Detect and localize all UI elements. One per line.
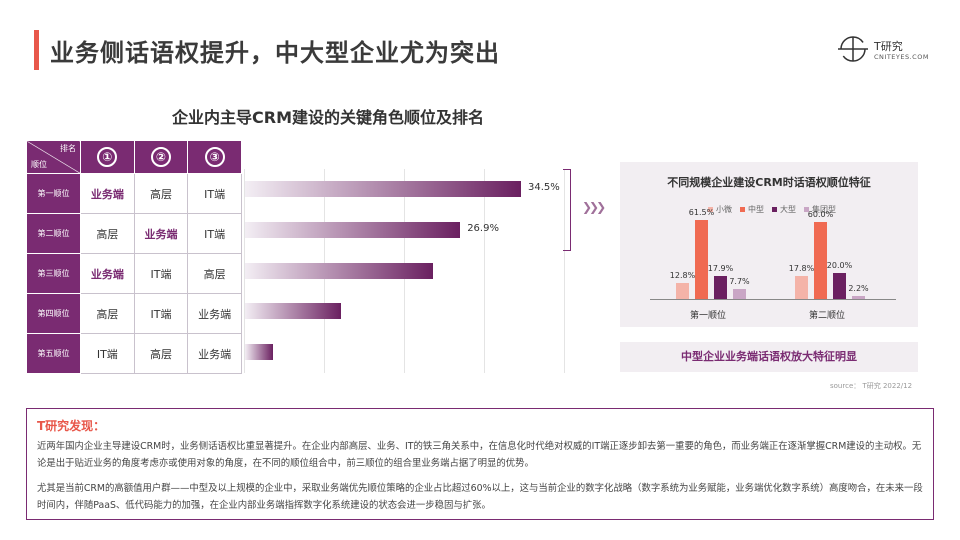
bar xyxy=(245,221,461,238)
table-cell: 高层 xyxy=(133,173,189,214)
findings-title: T研究发现： xyxy=(37,419,106,433)
panel-caption: 中型企业业务端话语权放大特征明显 xyxy=(620,342,918,372)
table-row: 第二顺位 高层 业务端 IT端 xyxy=(26,213,242,254)
category-label: 第一顺位 xyxy=(690,311,727,321)
findings-box: T研究发现： 近两年国内企业主导建设CRM时，业务侧话语权比重显著提升。在企业内… xyxy=(26,408,934,520)
row-label: 第一顺位 xyxy=(26,173,81,214)
rank-table: 排名 顺位 ① ② ③ 第一顺位 业务端 高层 IT端 第二顺位 高层 业务端 … xyxy=(26,140,242,374)
table-row: 第三顺位 业务端 IT端 高层 xyxy=(26,253,242,294)
row-label: 第二顺位 xyxy=(26,213,81,254)
column-value-label: 17.9% xyxy=(707,263,734,273)
legend-item: 集团型 xyxy=(804,205,836,214)
table-cell: 高层 xyxy=(187,253,242,294)
table-cell: 高层 xyxy=(133,333,189,374)
legend-swatch xyxy=(772,207,777,212)
column-bar xyxy=(852,296,865,299)
table-row: 第一顺位 业务端 高层 IT端 xyxy=(26,173,242,214)
corner-rank-label: 排名 xyxy=(60,144,76,153)
column-value-label: 12.8% xyxy=(669,270,696,280)
row-label: 第五顺位 xyxy=(26,333,81,374)
legend-label: 集团型 xyxy=(812,205,836,214)
gridline xyxy=(244,169,245,373)
column-value-label: 7.7% xyxy=(729,277,750,287)
panel-title: 不同规模企业建设CRM时话语权顺位特征 xyxy=(667,176,871,189)
column-bar xyxy=(814,221,827,299)
table-row: 第四顺位 高层 IT端 业务端 xyxy=(26,293,242,334)
gridline xyxy=(564,169,565,373)
table-cell: 业务端 xyxy=(133,213,189,254)
table-cell: 业务端 xyxy=(187,293,242,334)
column-value-label: 20.0% xyxy=(826,261,853,271)
legend-swatch xyxy=(708,207,713,212)
table-cell: IT端 xyxy=(133,293,189,334)
bar xyxy=(245,181,521,197)
logo-name: T研究 xyxy=(874,40,903,53)
table-cell: 业务端 xyxy=(80,253,135,294)
legend-swatch xyxy=(740,207,745,212)
column-bar xyxy=(795,276,808,299)
findings-paragraph-1: 近两年国内企业主导建设CRM时，业务侧话语权比重显著提升。在企业内部高层、业务、… xyxy=(37,441,922,469)
table-cell: 业务端 xyxy=(187,333,242,374)
legend-item: 小微 xyxy=(708,205,732,214)
column-value-label: 17.8% xyxy=(788,264,815,274)
title-accent-bar xyxy=(34,30,39,70)
arrow-right-icon: ❯❯❯ xyxy=(582,200,606,214)
table-cell: IT端 xyxy=(187,173,242,214)
table-cell: 业务端 xyxy=(80,173,135,214)
page-title: 业务侧话语权提升，中大型企业尤为突出 xyxy=(50,39,500,67)
column-value-label: 61.5% xyxy=(688,207,715,217)
bracket xyxy=(563,169,571,251)
x-axis xyxy=(650,299,896,300)
bar-value-label: 34.5% xyxy=(528,182,560,193)
rank-header-2: ② xyxy=(133,140,189,174)
legend-label: 小微 xyxy=(716,205,732,214)
table-row: 第五顺位 IT端 高层 业务端 xyxy=(26,333,242,374)
column-bar xyxy=(733,289,746,299)
bar-value-label: 26.9% xyxy=(467,222,499,234)
bar xyxy=(245,303,341,320)
bar xyxy=(245,344,273,361)
source-note: source： T研究 2022/12 xyxy=(830,382,913,390)
row-label: 第三顺位 xyxy=(26,253,81,294)
table-cell: IT端 xyxy=(133,253,189,294)
column-bar xyxy=(695,219,708,299)
column-bar xyxy=(714,275,727,299)
legend-item: 大型 xyxy=(772,205,796,214)
table-corner: 排名 顺位 xyxy=(26,140,81,174)
column-bar xyxy=(833,273,846,299)
column-bar xyxy=(676,282,689,299)
findings-paragraph-2: 尤其是当前CRM的高额值用户群——中型及以上规模的企业中，采取业务端优先顺位策略… xyxy=(37,483,923,511)
logo-mark-icon xyxy=(838,36,868,62)
chart-title: 企业内主导CRM建设的关键角色顺位及排名 xyxy=(172,108,484,127)
table-cell: 高层 xyxy=(80,213,135,254)
legend: 小微 中型 大型 集团型 xyxy=(708,204,844,215)
table-cell: IT端 xyxy=(187,213,242,254)
bar xyxy=(245,262,433,279)
category-label: 第二顺位 xyxy=(809,311,846,321)
rank-header-1: ① xyxy=(80,140,135,174)
corner-order-label: 顺位 xyxy=(31,160,47,169)
gridline xyxy=(484,169,485,373)
column-value-label: 60.0% xyxy=(807,209,834,219)
logo-url: CNITEYES.COM xyxy=(874,53,929,61)
table-cell: IT端 xyxy=(80,333,135,374)
legend-swatch xyxy=(804,207,809,212)
legend-label: 中型 xyxy=(748,205,764,214)
column-value-label: 2.2% xyxy=(848,284,869,294)
rank-header-3: ③ xyxy=(187,140,242,174)
legend-item: 中型 xyxy=(740,205,764,214)
row-label: 第四顺位 xyxy=(26,293,81,334)
horizontal-bar-chart: 34.5% 26.9% xyxy=(244,169,566,373)
logo: T研究 CNITEYES.COM xyxy=(838,34,938,70)
legend-label: 大型 xyxy=(780,205,796,214)
size-comparison-panel: 不同规模企业建设CRM时话语权顺位特征 小微 中型 大型 集团型 12.8% 61.5%… xyxy=(620,162,918,327)
table-cell: 高层 xyxy=(80,293,135,334)
